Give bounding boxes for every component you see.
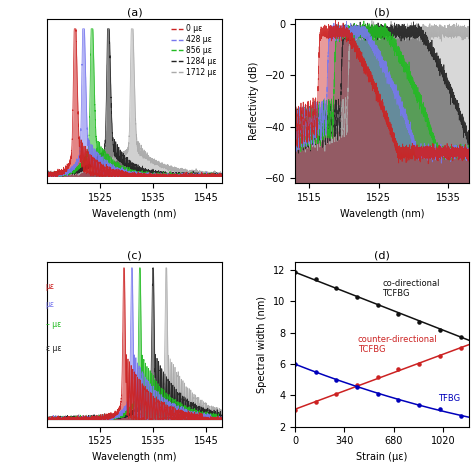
X-axis label: Strain (με): Strain (με) [356,452,408,462]
Y-axis label: Reflectivity (dB): Reflectivity (dB) [249,62,259,140]
Text: με: με [46,282,55,291]
Text: (b): (b) [374,7,390,18]
Legend: 0 με, 428 με, 856 με, 1284 με, 1712 με: 0 με, 428 με, 856 με, 1284 με, 1712 με [170,23,218,79]
Y-axis label: Spectral width (nm): Spectral width (nm) [257,296,267,393]
Text: (c): (c) [127,251,142,261]
Text: TFBG: TFBG [438,394,460,403]
Text: – με: – με [46,320,61,329]
Text: co-directional
TCFBG: co-directional TCFBG [382,279,439,298]
Text: (a): (a) [127,7,142,18]
X-axis label: Wavelength (nm): Wavelength (nm) [92,209,177,219]
Text: (d): (d) [374,251,390,261]
X-axis label: Wavelength (nm): Wavelength (nm) [92,452,177,462]
Text: με: με [46,300,55,309]
X-axis label: Wavelength (nm): Wavelength (nm) [340,209,424,219]
Text: ε με: ε με [46,345,61,354]
Text: counter-directional
TCFBG: counter-directional TCFBG [358,335,438,354]
